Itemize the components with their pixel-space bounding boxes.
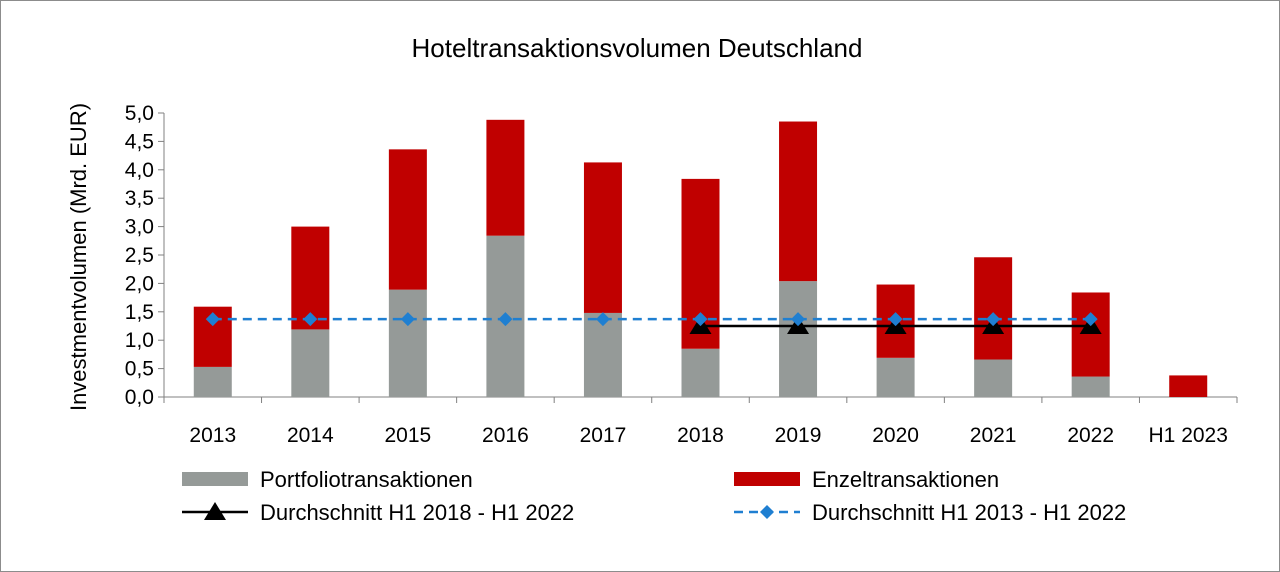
x-tick-label: 2018 xyxy=(677,424,724,447)
y-tick-label: 2,5 xyxy=(125,244,154,267)
legend-item-0: Portfoliotransaktionen xyxy=(182,467,473,492)
line-series-avg-2013-2022 xyxy=(205,312,1098,327)
bar-einzel-2015 xyxy=(388,149,427,290)
marker-avg-2013-2022 xyxy=(303,312,318,327)
bar-portfolio-2017 xyxy=(583,312,622,397)
legend-item-3: Durchschnitt H1 2013 - H1 2022 xyxy=(734,500,1126,525)
bar-portfolio-2014 xyxy=(291,329,330,397)
y-tick-label: 4,0 xyxy=(125,159,154,182)
y-tick-label: 3,0 xyxy=(125,216,154,239)
x-tick-label: 2020 xyxy=(872,424,919,447)
x-tick-label: 2019 xyxy=(775,424,822,447)
marker-avg-2013-2022 xyxy=(791,312,806,327)
bar-series-portfolio xyxy=(193,235,1110,397)
marker-avg-2013-2022 xyxy=(595,312,610,327)
legend-label: Enzeltransaktionen xyxy=(812,467,999,492)
bar-portfolio-2018 xyxy=(681,348,720,397)
plot-area: 0,0 0,5 1,0 1,5 2,0 2,5 3,0 3,5 4,0 4,5 5,0 2013 201… xyxy=(125,102,1238,447)
legend-marker-icon xyxy=(760,505,774,519)
legend-label: Portfoliotransaktionen xyxy=(260,467,473,492)
bar-series-einzel xyxy=(193,119,1208,397)
legend-swatch xyxy=(734,472,800,486)
legend-item-1: Enzeltransaktionen xyxy=(734,467,999,492)
x-tick-label: 2016 xyxy=(482,424,529,447)
marker-avg-2013-2022 xyxy=(498,312,513,327)
legend: Portfoliotransaktionen Enzeltransaktionen… xyxy=(182,467,1126,525)
x-tick-label: H1 2023 xyxy=(1149,424,1228,447)
marker-avg-2013-2022 xyxy=(1083,312,1098,327)
marker-avg-2013-2022 xyxy=(693,312,708,327)
x-tick-label: 2014 xyxy=(287,424,334,447)
legend-marker-icon xyxy=(204,502,226,520)
bar-portfolio-2020 xyxy=(876,357,915,397)
marker-avg-2013-2022 xyxy=(205,312,220,327)
bar-portfolio-2019 xyxy=(779,281,818,397)
x-tick-label: 2021 xyxy=(970,424,1017,447)
legend-label: Durchschnitt H1 2013 - H1 2022 xyxy=(812,500,1126,525)
y-tick-label: 0,0 xyxy=(125,386,154,409)
bar-portfolio-2021 xyxy=(974,359,1013,397)
bar-einzel-2021 xyxy=(974,257,1013,360)
y-tick-label: 0,5 xyxy=(125,358,154,381)
bar-portfolio-2022 xyxy=(1071,376,1110,397)
bar-einzel-2017 xyxy=(583,162,622,313)
legend-swatch xyxy=(182,472,248,486)
y-axis-label: Investmentvolumen (Mrd. EUR) xyxy=(66,103,91,411)
bar-einzel-h1-2023 xyxy=(1169,375,1208,397)
legend-item-2: Durchschnitt H1 2018 - H1 2022 xyxy=(182,500,574,525)
x-tick-label: 2017 xyxy=(580,424,627,447)
y-tick-label: 2,0 xyxy=(125,272,154,295)
legend-label: Durchschnitt H1 2018 - H1 2022 xyxy=(260,500,574,525)
x-tick-label: 2022 xyxy=(1067,424,1114,447)
x-tick-label: 2015 xyxy=(385,424,432,447)
y-tick-label: 1,5 xyxy=(125,301,154,324)
bar-portfolio-2013 xyxy=(193,366,232,397)
bar-portfolio-2015 xyxy=(388,289,427,397)
bar-einzel-2016 xyxy=(486,119,525,236)
bar-einzel-2019 xyxy=(779,121,818,282)
y-tick-label: 5,0 xyxy=(125,102,154,125)
y-tick-label: 3,5 xyxy=(125,187,154,210)
chart-title: Hoteltransaktionsvolumen Deutschland xyxy=(412,33,863,63)
marker-avg-2013-2022 xyxy=(400,312,415,327)
bar-einzel-2022 xyxy=(1071,292,1110,377)
marker-avg-2013-2022 xyxy=(888,312,903,327)
x-tick-label: 2013 xyxy=(189,424,236,447)
y-tick-label: 4,5 xyxy=(125,130,154,153)
marker-avg-2013-2022 xyxy=(986,312,1001,327)
y-tick-label: 1,0 xyxy=(125,329,154,352)
